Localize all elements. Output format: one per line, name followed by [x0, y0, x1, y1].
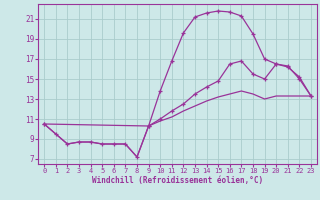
- X-axis label: Windchill (Refroidissement éolien,°C): Windchill (Refroidissement éolien,°C): [92, 176, 263, 185]
